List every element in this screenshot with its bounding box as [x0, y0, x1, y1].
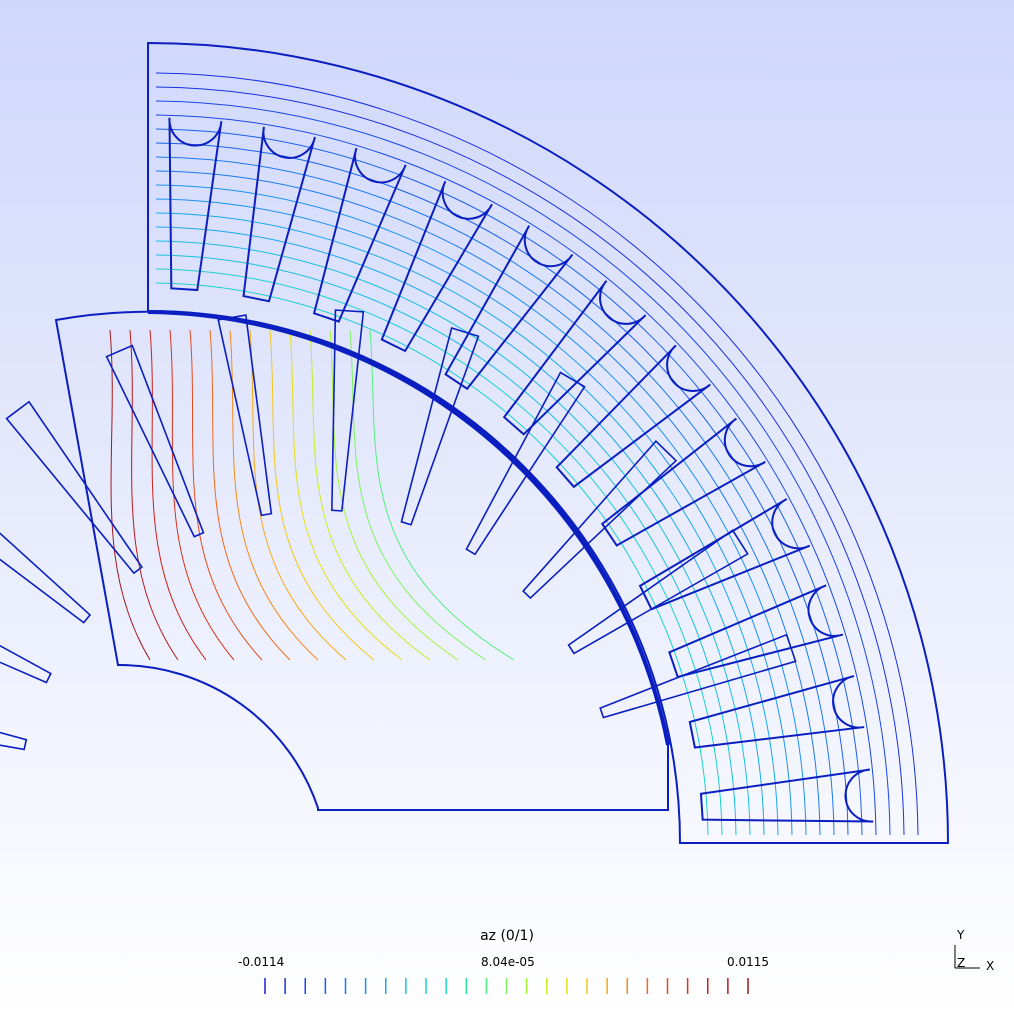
contour-line-stator [155, 128, 863, 836]
contour-line-rotor [129, 329, 179, 661]
stator-slot [380, 180, 493, 353]
rotor-bar [5, 400, 143, 575]
contour-line-stator [155, 184, 807, 836]
contour-line-rotor [149, 329, 207, 661]
contour-line-stator [155, 226, 765, 836]
contour-line-rotor [309, 329, 431, 661]
stator-slot [168, 117, 223, 292]
contour-line-rotor [369, 329, 515, 661]
rotor-bar [105, 344, 205, 538]
contour-line-rotor [349, 329, 487, 661]
stator-slot [638, 498, 811, 611]
rotor-bar [400, 326, 480, 526]
contour-line-stator [155, 268, 723, 836]
rotor-bar [567, 529, 749, 655]
contour-line-stator [155, 254, 737, 836]
motor-geometry [0, 41, 950, 844]
stator-slot [444, 225, 574, 391]
contour-line-stator [155, 142, 849, 836]
contour-line-stator [155, 100, 891, 836]
contour-line-stator [155, 212, 779, 836]
legend-max-label: 0.0115 [727, 955, 769, 969]
stator-slot [668, 584, 844, 679]
rotor-bar [331, 309, 365, 512]
contour-line-rotor [209, 329, 291, 661]
contour-line-rotor [109, 329, 151, 661]
axis-x-label: X [986, 959, 995, 973]
contour-line-stator [155, 114, 877, 836]
rotor-bar [0, 731, 28, 751]
contour-lines [109, 72, 919, 836]
stator-slot [600, 417, 766, 547]
air-gap-arc [147, 310, 670, 746]
stator-slot [555, 344, 711, 489]
contour-line-stator [155, 170, 821, 836]
axis-z-label: Z [957, 956, 966, 970]
contour-line-stator [155, 86, 905, 836]
rotor-bar [522, 440, 678, 600]
stator-slot [502, 280, 647, 436]
contour-line-stator [155, 156, 835, 836]
axis-y-label: Y [957, 928, 965, 942]
stator-slot [312, 147, 407, 323]
rotor-bar [0, 532, 92, 624]
contour-line-stator [155, 282, 709, 836]
rotor-bar [599, 633, 797, 719]
contour-line-stator [155, 72, 919, 836]
rotor-bar [217, 314, 273, 517]
legend-min-label: -0.0114 [238, 955, 285, 969]
legend-title: az (0/1) [480, 928, 534, 944]
contour-line-stator [155, 198, 793, 836]
stator-slot [699, 768, 874, 823]
stator-slot [688, 675, 865, 749]
contour-line-rotor [229, 329, 319, 661]
contour-line-rotor [289, 329, 403, 661]
contour-line-rotor [169, 329, 235, 661]
legend-colorbar [264, 978, 749, 994]
contour-line-rotor [269, 329, 375, 661]
contour-line-stator [155, 240, 751, 836]
rotor-bar [0, 644, 52, 684]
axes-triad [954, 945, 980, 969]
legend-mid-label: 8.04e-05 [481, 955, 535, 969]
rotor-bar [465, 371, 586, 556]
stator-slot [242, 126, 316, 303]
contour-line-rotor [189, 329, 263, 661]
